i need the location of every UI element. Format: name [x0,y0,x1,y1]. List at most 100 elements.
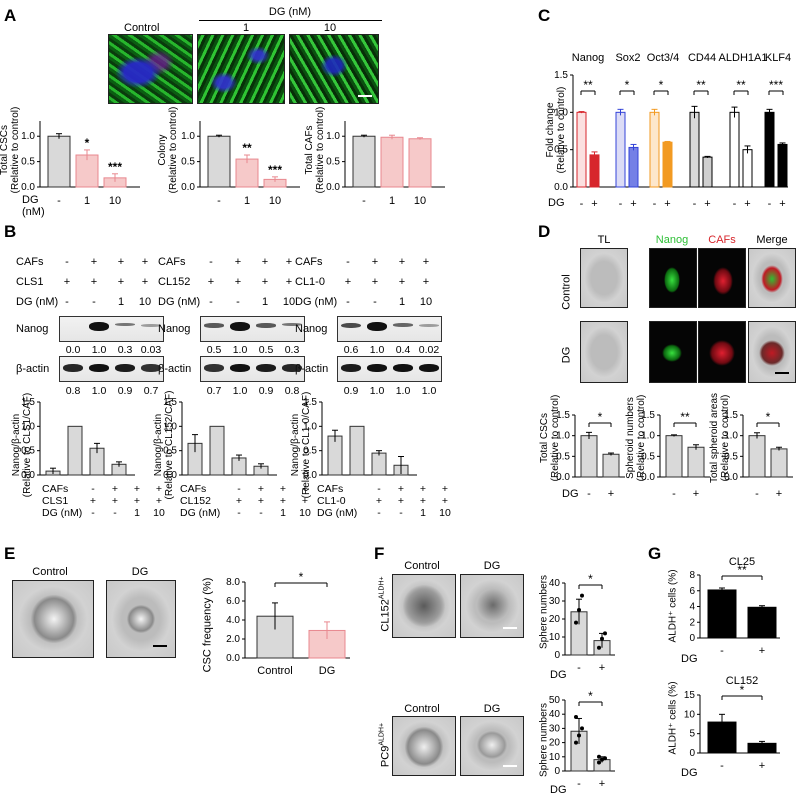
c-pm-3-1: + [704,198,710,210]
c-sig-5-stars: *** [769,78,783,92]
b2-xrow-0: CAFs [180,483,207,495]
b1-dg-3: 10 [138,296,152,308]
b3-nanog-blot [337,316,442,342]
scale-bar-icon [358,95,372,97]
d-img-control-merge [748,248,796,308]
f2-point-0-3 [574,715,578,720]
c-bar-trt-2 [662,141,673,188]
f1-label-control: Control [404,560,440,572]
c-gene-2: Oct3/4 [646,52,680,64]
b2-tick-label: 1.5 [163,397,177,408]
b1-cells-2: + [117,276,125,288]
b1-dg-1: - [92,296,96,308]
d2-tick-label: 0.5 [641,451,655,462]
a-dg-row-unit: (nM) [22,206,45,218]
g1-tick-label: 4 [689,602,695,613]
d2-pm-0: - [672,488,676,500]
b3-xval-1-0: + [376,495,382,507]
g1-bar-0 [707,589,737,639]
b1-cafs-2: + [117,256,125,268]
b3-actin-val-3: 1.0 [421,385,437,397]
b1-cells-1: + [90,276,98,288]
nanog-band [204,323,224,328]
a2-bar-0 [207,135,231,188]
d-img-control-tl [580,248,628,308]
c-pm-0-0: - [580,198,584,210]
d-img-control-cafs [698,248,746,308]
b2-nanog-blot [200,316,305,342]
a1-xlabel-2: 10 [109,195,121,207]
d-img-dg-merge [748,321,796,383]
b3-cafs-2: + [398,256,406,268]
d3-pm-1: + [776,488,782,500]
b2-cells-3: + [285,276,293,288]
b1-rowlabel-1: CLS1 [16,276,44,288]
scale-bar-icon [503,627,517,629]
f2-label-control: Control [404,703,440,715]
b3-xval-2-1: - [399,507,403,519]
g1-tick-label: 0 [689,633,695,644]
f1-tick-label: 20 [549,614,561,625]
f1-tick-label: 30 [549,596,561,607]
actin-band [393,364,413,372]
b1-xval-1-3: + [156,495,162,507]
e-label-control: Control [32,566,68,578]
actin-band [89,364,109,372]
b3-actin-val-1: 1.0 [369,385,385,397]
b3-xval-0-0: - [377,483,381,495]
a-dg-row-label: DG [22,194,39,206]
d1-tick-label: 0.5 [556,451,570,462]
b2-xval-0-0: - [237,483,241,495]
f2-point-0-1 [577,733,581,738]
b1-nanog-val-3: 0.03 [140,344,162,356]
g2-tick-label: 10 [684,709,696,720]
g2-tick-label: 0 [689,748,695,759]
b3-xval-0-2: + [420,483,426,495]
b3-xrow-1: CL1-0 [317,495,346,507]
b2-cells-1: + [234,276,242,288]
e-img-control [12,580,94,658]
c-bar-ctrl-3 [689,111,700,188]
d1-tick-label: 1.0 [556,431,570,442]
b3-cells-0: + [344,276,352,288]
b1-cells-0: + [63,276,71,288]
e-xlabel-0: Control [257,665,292,677]
a-dg-label: DG (nM) [268,6,312,18]
c-pm-4-1: + [744,198,750,210]
b3-cells-3: + [422,276,430,288]
b1-actin-val-3: 0.7 [143,385,159,397]
d3-pm-0: - [755,488,759,500]
actin-band [341,364,361,372]
b2-cells-0: + [207,276,215,288]
a1-sig-1: * [85,136,90,150]
b3-tick-label: 0.5 [303,446,317,457]
b1-tick-label: 0.5 [21,446,35,457]
f1-img-dg [460,574,524,638]
b3-actin-label: β-actin [295,363,329,375]
d3-tick-label: 1.5 [724,410,738,421]
b2-nanog-val-0: 0.5 [206,344,222,356]
g1-pm-1: + [759,645,765,657]
b1-xrow-0: CAFs [42,483,69,495]
b3-nanog-val-1: 1.0 [369,344,385,356]
b1-cells-3: + [141,276,149,288]
e-label-dg: DG [131,566,149,578]
d-img-dg-tl [580,321,628,383]
e-tick-label: 8.0 [226,577,240,588]
c-pm-3-0: - [693,198,697,210]
a2-tick-label: 0.5 [181,157,195,168]
panel-f-label: F [374,544,385,563]
a2-tick-label: 0.0 [181,182,195,193]
e-img-dg [106,580,176,658]
b1-nanog-label: Nanog [16,323,49,335]
actin-band [141,364,161,372]
a-dg-line [199,20,382,21]
b1-xval-0-1: + [112,483,118,495]
b2-xval-2-3: 10 [299,507,311,519]
b2-xval-2-0: - [237,507,241,519]
a1-sig-2: *** [108,160,122,174]
b3-xval-1-3: + [442,495,448,507]
a3-xlabel-0: - [362,195,366,207]
c-tick-label: 0.0 [554,182,568,193]
